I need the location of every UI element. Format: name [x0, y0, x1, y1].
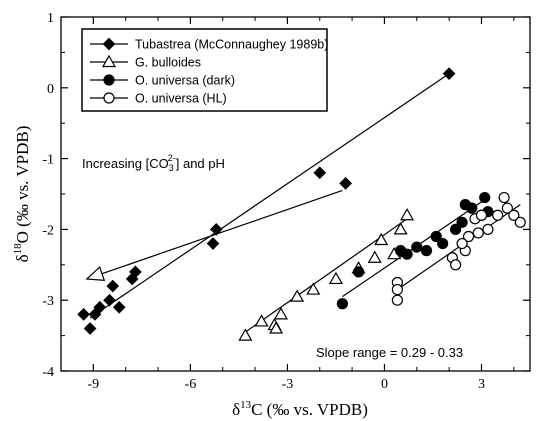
data-points	[77, 67, 526, 341]
axis-ticks: -9 -6 -3 0 3 -4 -3 -2 -1 0 1	[42, 11, 530, 392]
data-point-series-2	[450, 223, 462, 235]
data-point-series-0	[93, 300, 107, 314]
data-point-series-2	[352, 266, 365, 278]
data-point-series-2	[401, 248, 413, 260]
data-point-series-2	[456, 216, 468, 228]
data-point-series-2	[411, 241, 423, 253]
legend-marker	[101, 54, 117, 68]
data-point-series-2	[466, 202, 478, 214]
data-point-series-1	[393, 222, 408, 235]
data-point-series-3	[450, 259, 462, 271]
data-point-series-0	[83, 322, 97, 335]
data-point-series-2	[437, 237, 449, 250]
data-point-series-0	[209, 223, 223, 236]
legend-label: O. universa (dark)	[135, 74, 235, 88]
data-point-series-3	[456, 237, 468, 250]
trend-annotation: Increasing [CO32-] and pH	[82, 153, 225, 173]
data-point-series-1	[306, 282, 321, 295]
data-point-series-3	[492, 209, 504, 221]
y-axis-title: δ18O (‰ vs. VPDB)	[12, 126, 32, 263]
data-point-series-3	[498, 191, 510, 204]
legend-label: Tubastrea (McConnaughey 1989b)	[135, 38, 328, 52]
y-tick-label: -4	[42, 365, 54, 380]
data-point-series-2	[336, 298, 348, 310]
data-point-series-0	[103, 293, 116, 307]
data-point-series-2	[430, 230, 442, 243]
x-tick-label: -6	[185, 377, 197, 392]
data-point-series-1	[374, 232, 389, 246]
data-point-series-0	[88, 308, 102, 321]
data-point-series-0	[442, 67, 456, 80]
legend-marker	[102, 37, 116, 51]
legend-label: G. bulloides	[135, 56, 201, 70]
trend-arrow	[85, 189, 343, 282]
data-point-series-0	[313, 166, 327, 180]
data-point-series-3	[391, 283, 403, 296]
data-point-series-3	[475, 209, 488, 221]
data-point-series-3	[501, 202, 513, 214]
data-point-series-0	[125, 272, 139, 286]
legend-marker	[103, 74, 115, 86]
y-tick-label: -3	[42, 294, 54, 309]
data-point-series-3	[482, 223, 494, 235]
y-tick-label: 1	[47, 11, 54, 26]
data-point-series-0	[112, 300, 126, 314]
legend-label: O. universa (HL)	[135, 92, 227, 106]
data-point-series-1	[273, 307, 288, 320]
data-point-series-2	[479, 191, 491, 204]
data-point-series-3	[391, 294, 403, 306]
data-point-series-0	[106, 279, 120, 293]
x-tick-label: -9	[88, 377, 100, 392]
legend: Tubastrea (McConnaughey 1989b) G. bulloid…	[81, 28, 328, 112]
x-tick-label: 0	[381, 377, 388, 392]
x-axis-title: δ13C (‰ vs. VPDB)	[232, 399, 368, 419]
y-tick-label: -1	[42, 153, 54, 168]
y-tick-label: -2	[42, 223, 54, 238]
data-point-series-1	[367, 250, 382, 263]
data-point-series-1	[269, 321, 284, 334]
data-point-series-0	[339, 177, 352, 190]
data-point-series-0	[77, 308, 90, 321]
y-tick-label: 0	[47, 82, 54, 97]
arrow-shaft	[101, 189, 343, 275]
legend-marker	[103, 92, 115, 104]
data-point-series-1	[328, 271, 343, 285]
x-tick-label: 3	[478, 377, 485, 392]
data-point-series-1	[238, 328, 253, 341]
slope-range-label: Slope range = 0.29 - 0.33	[316, 345, 463, 360]
legend-box	[81, 28, 328, 112]
data-point-series-3	[508, 209, 520, 221]
arrow-head	[85, 266, 106, 282]
data-point-series-2	[420, 245, 433, 257]
data-point-series-0	[206, 237, 220, 250]
data-point-series-1	[290, 289, 305, 302]
data-point-series-1	[254, 314, 269, 327]
data-point-series-1	[400, 208, 415, 221]
data-point-series-3	[462, 230, 475, 243]
x-tick-label: -3	[282, 377, 294, 392]
fit-line-0	[89, 73, 450, 319]
data-point-series-3	[514, 216, 526, 228]
data-point-series-3	[472, 227, 484, 239]
